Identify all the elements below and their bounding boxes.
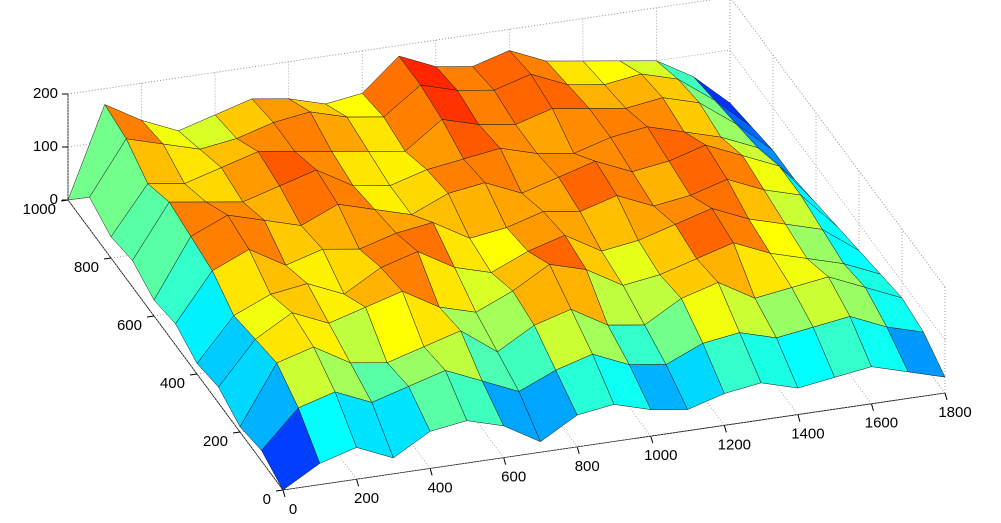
grid-line xyxy=(67,199,284,491)
grid-line xyxy=(731,0,946,288)
x-tick xyxy=(723,425,727,433)
x-tick xyxy=(650,435,654,444)
grid-line xyxy=(67,0,713,95)
x-tick xyxy=(870,403,874,411)
x-tick-label: 800 xyxy=(575,458,600,475)
z-tick-label: 100 xyxy=(33,138,58,155)
x-tick-label: 1400 xyxy=(791,426,824,443)
x-tick xyxy=(797,414,801,422)
grid-line xyxy=(729,49,946,341)
x-tick xyxy=(356,479,360,487)
grid-line xyxy=(282,392,946,491)
y-tick-label: 600 xyxy=(117,317,142,334)
surface-patch xyxy=(261,407,321,491)
z-tick-label: 200 xyxy=(33,85,58,102)
x-tick-label: 600 xyxy=(501,469,526,486)
x-tick xyxy=(282,489,286,498)
x-tick-label: 0 xyxy=(289,501,297,518)
y-tick-label: 200 xyxy=(203,433,228,450)
x-tick-label: 400 xyxy=(428,479,453,496)
x-tick xyxy=(429,468,433,476)
y-tick-label: 400 xyxy=(160,375,185,392)
y-tick xyxy=(146,315,155,318)
y-tick-label: 0 xyxy=(263,491,271,508)
y-tick xyxy=(275,489,284,492)
x-tick-label: 1200 xyxy=(718,436,751,453)
y-tick-label: 1000 xyxy=(23,201,56,218)
y-tick xyxy=(232,431,241,434)
x-tick-label: 200 xyxy=(354,490,379,507)
x-tick-label: 1000 xyxy=(644,447,677,464)
x-tick xyxy=(944,392,948,401)
x-tick xyxy=(503,457,507,465)
y-tick xyxy=(103,257,112,260)
y-tick xyxy=(189,373,198,376)
x-tick xyxy=(576,446,580,455)
y-tick-label: 800 xyxy=(74,259,99,276)
z-tick-label: 0 xyxy=(50,191,58,208)
x-tick-label: 1800 xyxy=(938,404,971,421)
x-tick-label: 1600 xyxy=(865,415,898,432)
